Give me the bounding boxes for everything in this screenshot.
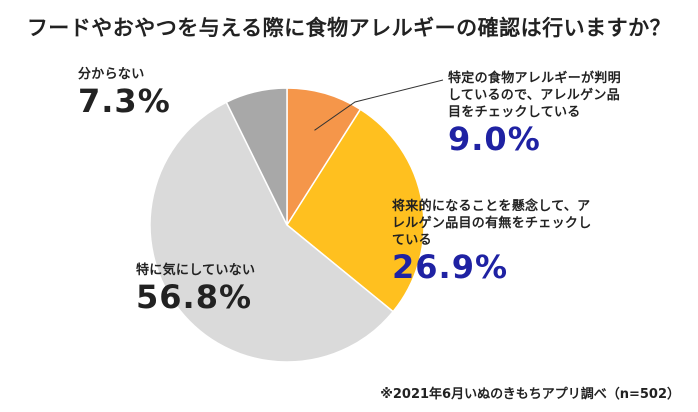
value-label-unknown: 7.3%: [78, 82, 171, 120]
label-unknown: 分からない 7.3%: [78, 66, 171, 119]
label-not-care: 特に気にしていない 56.8%: [136, 262, 255, 315]
label-future-line-1: 将来的になることを懸念して、ア: [392, 199, 591, 214]
chart-title: フードやおやつを与える際に食物アレルギーの確認は行いますか？: [26, 16, 672, 40]
slice-future: [286, 108, 425, 313]
slice-unknown: [225, 87, 288, 226]
label-not-care-line-1: 特に気にしていない: [136, 263, 256, 278]
value-label-identified: 9.0%: [448, 120, 541, 158]
leader-line-identified: [314, 79, 444, 131]
value-label-not-care: 56.8%: [136, 278, 253, 316]
label-future: 将来的になることを懸念して、ア レルゲン品目の有無をチェックし ている 26.9…: [392, 198, 622, 285]
slice-not-care: [149, 101, 395, 363]
label-identified-line-2: しているので、アレルゲン品: [448, 88, 620, 103]
source-note: ※2021年6月いぬのきもちアプリ調べ（n=502）: [380, 387, 680, 402]
label-unknown-line-1: 分からない: [78, 67, 145, 82]
label-identified-line-1: 特定の食物アレルギーが判明: [448, 71, 621, 86]
label-future-line-3: ている: [392, 233, 432, 248]
label-future-line-2: レルゲン品目の有無をチェックし: [392, 216, 592, 231]
label-identified-line-3: 目をチェックしている: [448, 105, 581, 120]
value-label-future: 26.9%: [392, 248, 509, 286]
label-identified: 特定の食物アレルギーが判明 しているので、アレルゲン品 目をチェックしている 9…: [448, 70, 658, 157]
